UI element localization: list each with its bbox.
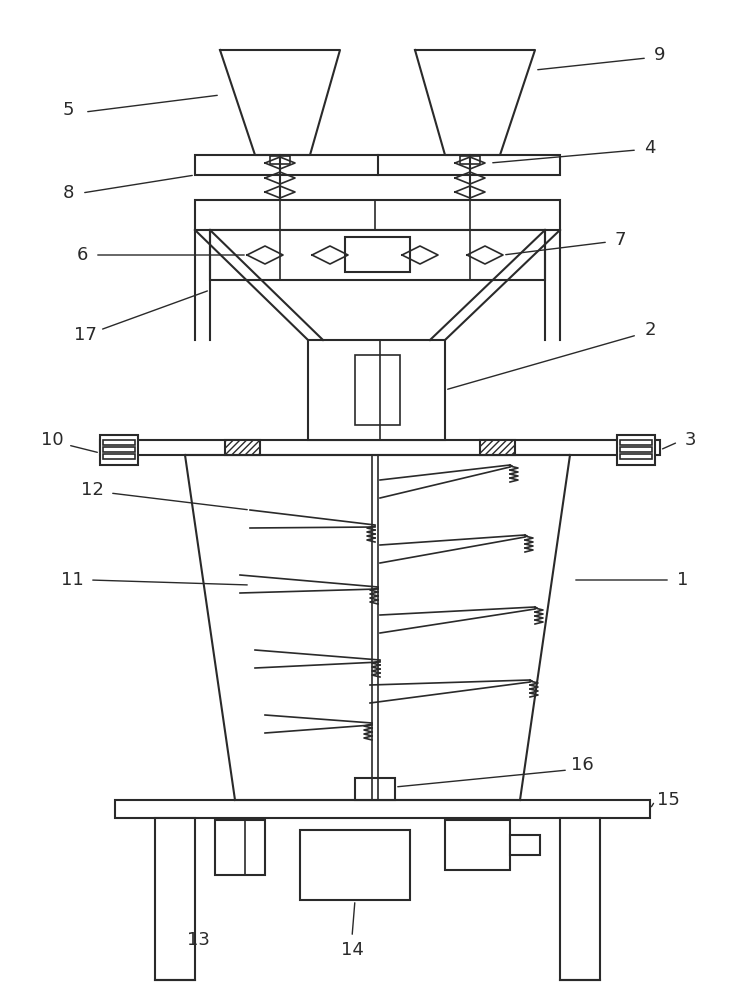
Bar bbox=[195, 200, 560, 230]
Bar bbox=[103, 440, 135, 445]
Text: 11: 11 bbox=[60, 571, 83, 589]
Text: 5: 5 bbox=[62, 101, 74, 119]
Bar bbox=[355, 355, 400, 425]
Bar bbox=[270, 156, 290, 164]
Bar bbox=[195, 155, 560, 175]
Bar bbox=[445, 820, 510, 870]
Bar bbox=[308, 340, 445, 440]
Text: 12: 12 bbox=[81, 481, 103, 499]
Bar bbox=[225, 440, 260, 455]
Bar bbox=[103, 454, 135, 459]
Text: 6: 6 bbox=[76, 246, 88, 264]
Text: 2: 2 bbox=[644, 321, 656, 339]
Text: 8: 8 bbox=[63, 184, 74, 202]
Text: 10: 10 bbox=[41, 431, 63, 449]
Bar bbox=[480, 440, 515, 455]
Bar bbox=[460, 156, 480, 164]
Bar bbox=[620, 447, 652, 452]
Text: 17: 17 bbox=[73, 326, 97, 344]
Bar bbox=[355, 778, 395, 800]
Text: 16: 16 bbox=[571, 756, 593, 774]
Bar bbox=[620, 440, 652, 445]
Text: 1: 1 bbox=[677, 571, 689, 589]
Bar bbox=[215, 820, 265, 875]
Text: 4: 4 bbox=[644, 139, 656, 157]
Text: 14: 14 bbox=[341, 941, 363, 959]
Bar bbox=[155, 818, 195, 980]
Bar bbox=[210, 230, 545, 280]
Bar bbox=[620, 454, 652, 459]
Bar bbox=[300, 830, 410, 900]
Bar bbox=[617, 435, 655, 465]
Bar bbox=[100, 440, 660, 455]
Text: 3: 3 bbox=[684, 431, 696, 449]
Bar bbox=[103, 447, 135, 452]
Text: 15: 15 bbox=[657, 791, 680, 809]
Bar bbox=[560, 818, 600, 980]
Text: 7: 7 bbox=[615, 231, 626, 249]
Bar bbox=[510, 835, 540, 855]
Bar bbox=[100, 435, 138, 465]
Bar bbox=[115, 800, 650, 818]
Text: 9: 9 bbox=[655, 46, 666, 64]
Bar bbox=[345, 237, 410, 272]
Text: 13: 13 bbox=[186, 931, 209, 949]
